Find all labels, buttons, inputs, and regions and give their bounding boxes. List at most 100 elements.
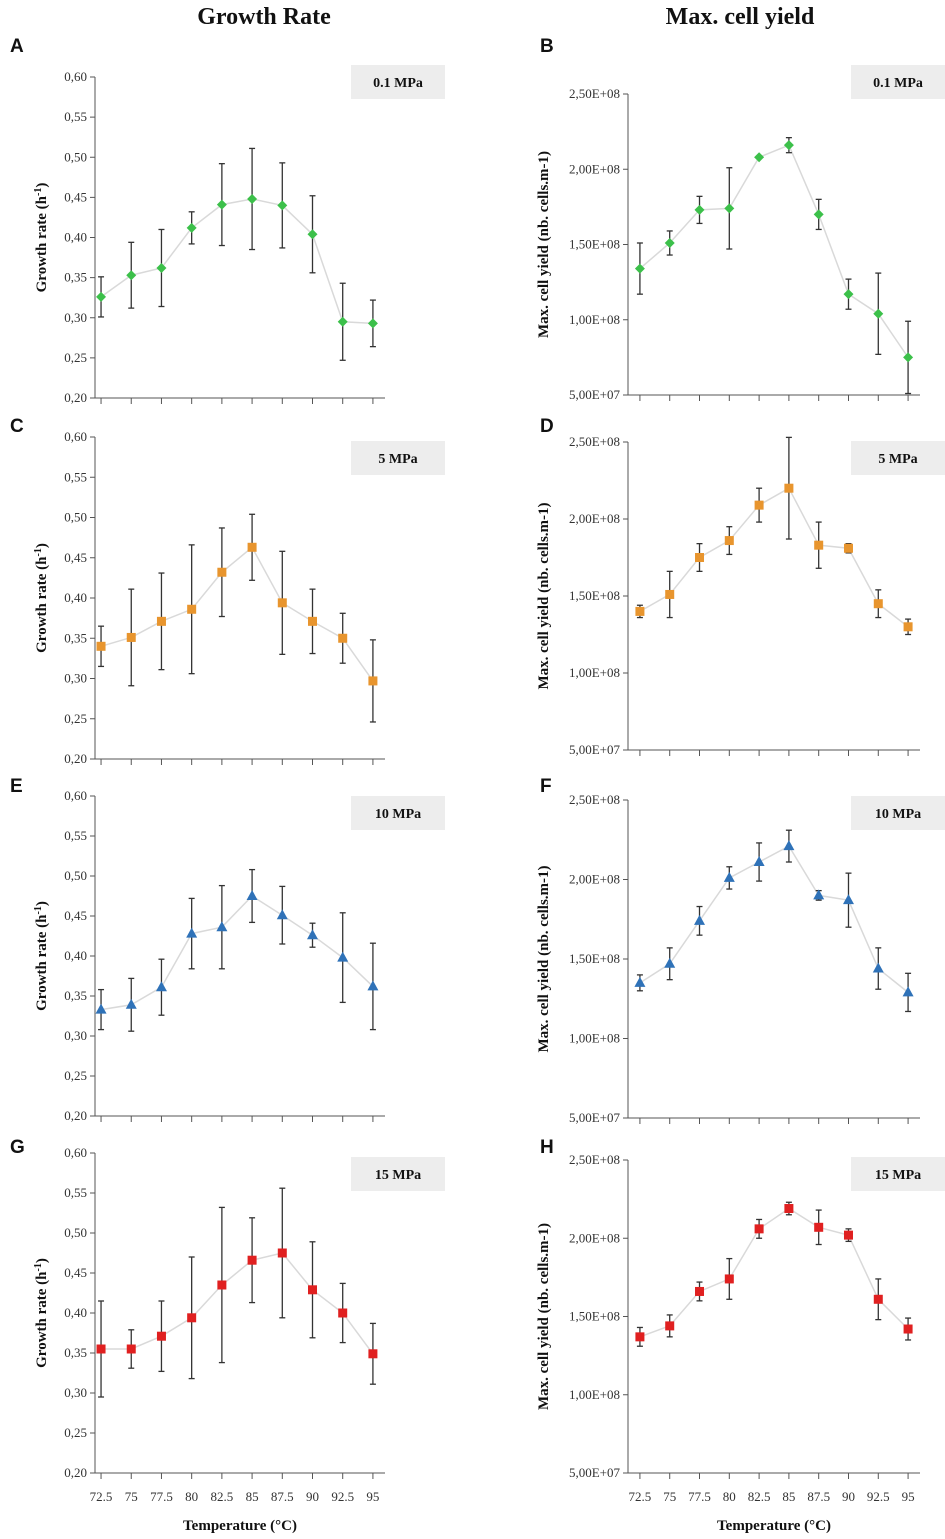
x-tick-label: 72.5 [629, 1489, 652, 1504]
x-tick-label: 87.5 [807, 1489, 830, 1504]
y-axis-title: Max. cell yield (nb. cells.m-1) [536, 865, 552, 1052]
y-tick-label: 0,50 [64, 1225, 87, 1240]
data-point [246, 890, 258, 900]
series-line [639, 144, 909, 358]
data-point [813, 209, 824, 220]
growth-rate-column-title: Growth Rate [197, 4, 331, 30]
y-tick-label: 0,50 [64, 149, 87, 164]
pressure-label: 10 MPa [375, 807, 421, 822]
panel-c: C 0,20 0,25 0,30 0,35 0,40 0,45 0,50 0,55 0,60 Gro… [10, 416, 445, 766]
panel-letter: C [10, 416, 24, 437]
series-line [101, 1252, 374, 1355]
data-point [664, 957, 676, 968]
x-tick-label: 72.5 [90, 1489, 113, 1504]
data-point [873, 1294, 883, 1304]
data-point [307, 229, 318, 240]
y-tick-label: 0,45 [64, 1265, 87, 1280]
data-point [96, 291, 107, 302]
data-point [186, 927, 198, 938]
data-point [156, 262, 167, 273]
series-line [639, 487, 909, 628]
data-point [873, 308, 884, 319]
data-point [903, 622, 913, 632]
y-tick-label: 0,60 [64, 1145, 87, 1160]
y-axis-title: Max. cell yield (nb. cells.m-1) [536, 502, 552, 689]
x-tick-label: 90 [842, 1489, 855, 1504]
y-tick-label: 0,50 [64, 510, 87, 525]
y-tick-label: 0,30 [64, 671, 87, 686]
panel-d: D 5,00E+07 1,00E+08 1,50E+08 2,00E+08 2,50E+0… [536, 416, 945, 757]
panel-letter: G [10, 1137, 25, 1158]
data-point [368, 676, 378, 686]
data-point [337, 316, 348, 327]
data-point [155, 981, 167, 992]
x-tick-label: 82.5 [748, 1489, 771, 1504]
data-point [308, 1285, 317, 1295]
data-point [126, 1344, 136, 1354]
data-point [276, 909, 288, 920]
pressure-label: 15 MPa [875, 1168, 921, 1183]
y-tick-label: 0,60 [64, 788, 87, 803]
y-tick-label: 1,50E+08 [569, 588, 620, 603]
data-point [634, 976, 646, 987]
data-point [635, 606, 645, 616]
y-tick-label: 0,40 [64, 1305, 87, 1320]
y-tick-label: 1,50E+08 [569, 237, 620, 252]
pressure-label: 15 MPa [375, 1168, 421, 1183]
data-point [695, 1286, 705, 1296]
y-tick-label: 0,40 [64, 590, 87, 605]
y-tick-label: 0,60 [64, 69, 87, 84]
y-tick-label: 0,45 [64, 550, 87, 565]
data-point [95, 1003, 107, 1014]
data-point [247, 193, 258, 204]
y-tick-label: 1,00E+08 [569, 1387, 620, 1402]
data-point [156, 616, 166, 626]
y-tick-label: 0,35 [64, 270, 87, 285]
y-tick-label: 0,40 [64, 230, 87, 245]
y-tick-label: 2,00E+08 [569, 511, 620, 526]
panel-e: E 0,20 0,25 0,30 0,35 0,40 0,45 0,50 0,55 0,60 Gro… [10, 776, 445, 1123]
y-tick-label: 0,30 [64, 1028, 87, 1043]
data-point [96, 1344, 106, 1354]
panel-a: A 0,20 0,25 0,30 0,35 0,40 0,45 0,50 0,55 0,60 Gro… [10, 36, 445, 405]
x-tick-label: 90 [306, 1489, 319, 1504]
data-point [843, 289, 854, 300]
y-tick-label: 0,20 [64, 1465, 87, 1480]
pressure-label: 10 MPa [875, 807, 921, 822]
series-line [100, 895, 374, 1011]
y-tick-label: 0,55 [64, 109, 87, 124]
data-point [216, 921, 228, 932]
pressure-label: 5 MPa [378, 452, 417, 467]
data-point [664, 237, 675, 248]
y-tick-label: 2,50E+08 [569, 434, 620, 449]
data-point [126, 632, 136, 642]
data-point [694, 204, 705, 215]
data-point [367, 318, 378, 329]
data-point [277, 598, 287, 608]
x-tick-label: 82.5 [211, 1489, 234, 1504]
pressure-label-box [851, 796, 945, 830]
panel-letter: A [10, 36, 24, 57]
x-tick-label: 85 [246, 1489, 259, 1504]
panel-letter: E [10, 776, 23, 797]
data-point [873, 599, 883, 609]
data-point [367, 980, 379, 991]
data-point [216, 199, 227, 210]
data-point [277, 200, 288, 211]
series-line [100, 546, 374, 682]
panel-letter: D [540, 416, 554, 437]
data-point [695, 553, 705, 562]
data-point [307, 929, 318, 940]
pressure-label-box [851, 65, 945, 99]
y-tick-label: 5,00E+07 [569, 742, 621, 757]
y-tick-label: 0,25 [64, 350, 87, 365]
data-point [724, 203, 735, 214]
data-point [754, 500, 764, 510]
data-point [277, 1248, 287, 1258]
data-point [784, 483, 794, 493]
y-tick-label: 0,45 [64, 189, 87, 204]
y-tick-label: 0,40 [64, 948, 87, 963]
panel-letter: F [540, 776, 552, 797]
data-point [783, 140, 794, 151]
